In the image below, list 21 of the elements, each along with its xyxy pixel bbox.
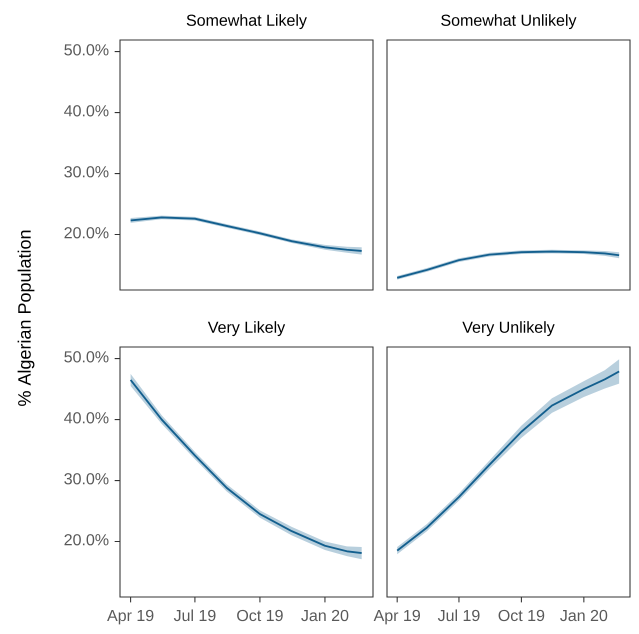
chart-title: Very Likely — [208, 321, 286, 336]
x-tick-label: Jul 19 — [174, 609, 216, 622]
x-tick-label: Jul 19 — [438, 609, 480, 622]
y-axis-title: % Algerian Population — [18, 230, 34, 406]
x-tick-label: Oct 19 — [498, 610, 544, 622]
x-tick-label: Apr 19 — [374, 610, 420, 624]
y-tick-label: 40.0% — [64, 105, 108, 116]
chart-title: Somewhat Unlikely — [441, 14, 576, 30]
x-tick-label: Apr 19 — [107, 610, 154, 624]
x-tick-label: Oct 19 — [237, 610, 283, 622]
y-tick-label: 20.0% — [64, 227, 108, 238]
y-tick-label: 30.0% — [64, 166, 108, 178]
y-tick-label: 40.0% — [64, 412, 108, 424]
y-tick-label: 30.0% — [64, 473, 108, 484]
y-tick-label: 50.0% — [64, 44, 108, 56]
y-tick-label: 50.0% — [64, 351, 108, 362]
chart-title: Somewhat Likely — [186, 14, 307, 30]
chart-title: Very Unlikely — [462, 321, 555, 336]
x-tick-label: Jan 20 — [560, 610, 608, 622]
y-tick-label: 20.0% — [64, 534, 108, 546]
x-tick-label: Jan 20 — [301, 610, 348, 622]
